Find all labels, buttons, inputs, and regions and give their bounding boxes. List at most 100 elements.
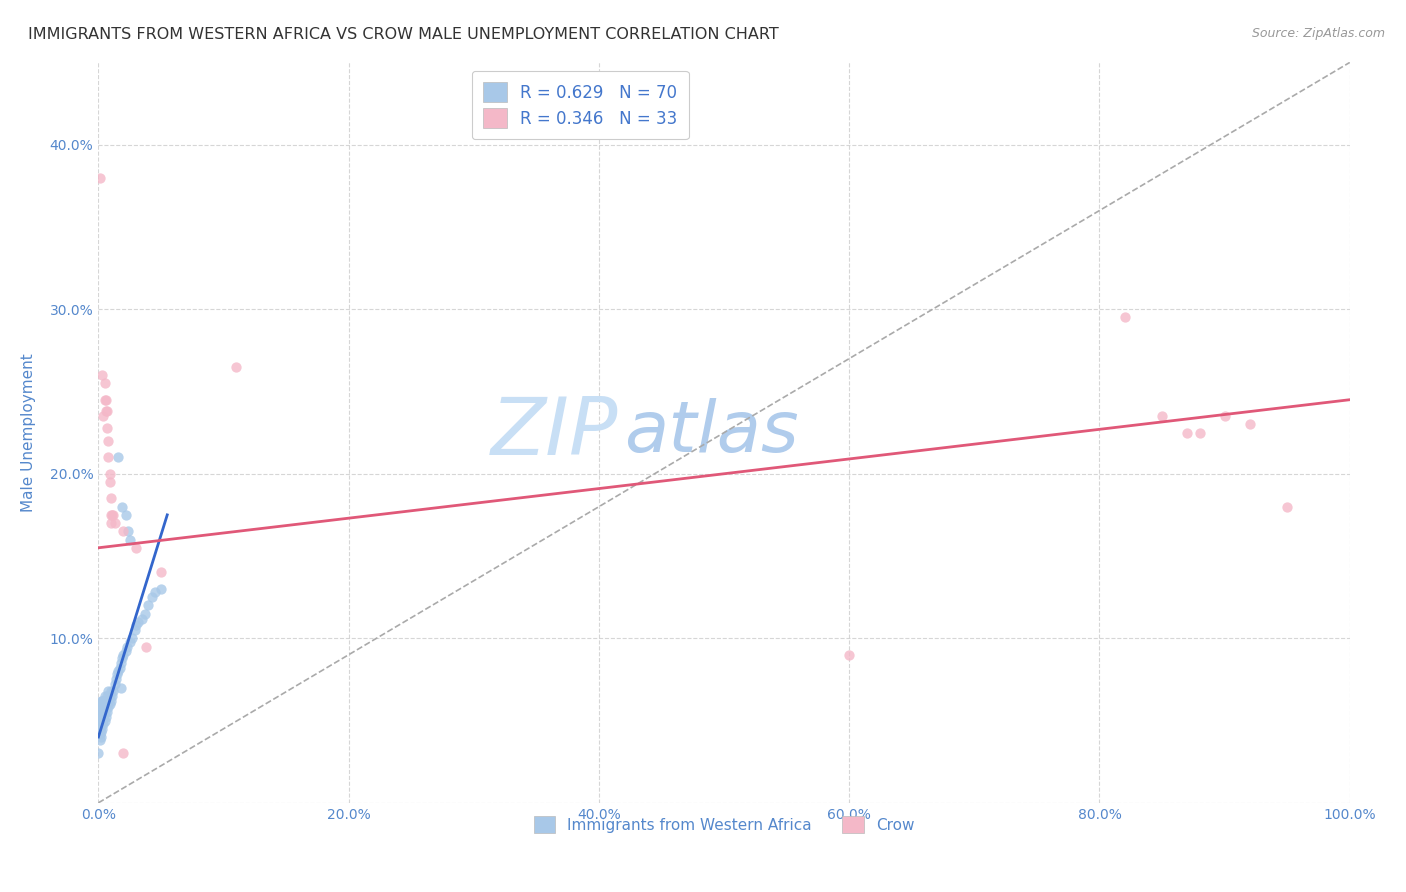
Point <box>1114 310 1136 325</box>
Point <box>93 706 115 720</box>
Point <box>96 420 118 434</box>
Point <box>91 694 114 708</box>
Point <box>112 747 135 761</box>
Point <box>93 392 115 407</box>
Point <box>134 607 156 621</box>
Point <box>112 524 135 539</box>
Point <box>90 730 112 744</box>
Point <box>93 714 115 728</box>
Point <box>143 585 166 599</box>
Point <box>103 684 125 698</box>
Point <box>110 656 132 670</box>
Point <box>96 689 118 703</box>
Point <box>118 634 141 648</box>
Point <box>117 524 139 539</box>
Point <box>124 623 146 637</box>
Point <box>110 681 132 695</box>
Point <box>111 651 134 665</box>
Point <box>93 409 115 424</box>
Point <box>104 677 127 691</box>
Point <box>100 516 122 530</box>
Point <box>108 661 131 675</box>
Point <box>96 697 118 711</box>
Point <box>101 689 124 703</box>
Point <box>89 706 111 720</box>
Point <box>97 694 120 708</box>
Point <box>98 697 121 711</box>
Point <box>90 700 112 714</box>
Point <box>107 664 129 678</box>
Legend: Immigrants from Western Africa, Crow: Immigrants from Western Africa, Crow <box>527 810 921 839</box>
Point <box>93 716 115 731</box>
Point <box>91 722 114 736</box>
Point <box>1175 425 1198 440</box>
Point <box>125 618 148 632</box>
Point <box>93 689 115 703</box>
Text: IMMIGRANTS FROM WESTERN AFRICA VS CROW MALE UNEMPLOYMENT CORRELATION CHART: IMMIGRANTS FROM WESTERN AFRICA VS CROW M… <box>28 27 779 42</box>
Point <box>91 368 114 382</box>
Point <box>118 533 141 547</box>
Point <box>90 710 112 724</box>
Point <box>89 710 111 724</box>
Point <box>90 694 112 708</box>
Point <box>89 733 111 747</box>
Point <box>111 500 134 514</box>
Point <box>96 404 118 418</box>
Point <box>89 700 111 714</box>
Point <box>127 615 149 629</box>
Point <box>1277 500 1299 514</box>
Point <box>90 725 112 739</box>
Point <box>94 694 117 708</box>
Point <box>94 404 117 418</box>
Point <box>89 716 111 731</box>
Point <box>93 376 115 391</box>
Point <box>141 590 163 604</box>
Point <box>104 673 127 687</box>
Point <box>138 599 160 613</box>
Point <box>1188 425 1211 440</box>
Text: ZIP: ZIP <box>491 393 617 472</box>
Point <box>96 706 118 720</box>
Point <box>94 700 117 714</box>
Point <box>1213 409 1236 424</box>
Point <box>93 694 115 708</box>
Point <box>125 541 148 555</box>
Point <box>115 508 138 522</box>
Point <box>103 508 125 522</box>
Point <box>100 684 122 698</box>
Point <box>97 684 120 698</box>
Point <box>89 727 111 741</box>
Point <box>97 450 120 465</box>
Point <box>94 392 117 407</box>
Point <box>100 508 122 522</box>
Point <box>115 640 138 654</box>
Point <box>91 700 114 714</box>
Point <box>90 706 112 720</box>
Point <box>97 434 120 448</box>
Point <box>121 632 143 646</box>
Point <box>91 708 114 723</box>
Point <box>89 722 111 736</box>
Y-axis label: Male Unemployment: Male Unemployment <box>21 353 35 512</box>
Point <box>225 359 247 374</box>
Point <box>135 640 157 654</box>
Point <box>94 710 117 724</box>
Point <box>90 716 112 731</box>
Point <box>105 667 128 681</box>
Point <box>89 170 111 185</box>
Point <box>112 648 135 662</box>
Point <box>87 747 110 761</box>
Point <box>101 508 124 522</box>
Point <box>93 710 115 724</box>
Point <box>93 697 115 711</box>
Point <box>1150 409 1173 424</box>
Point <box>98 467 121 481</box>
Point <box>1239 417 1261 432</box>
Point <box>107 450 129 465</box>
Point <box>91 714 114 728</box>
Point <box>97 700 120 714</box>
Text: atlas: atlas <box>624 398 799 467</box>
Point <box>131 611 153 625</box>
Text: Source: ZipAtlas.com: Source: ZipAtlas.com <box>1251 27 1385 40</box>
Point <box>150 566 173 580</box>
